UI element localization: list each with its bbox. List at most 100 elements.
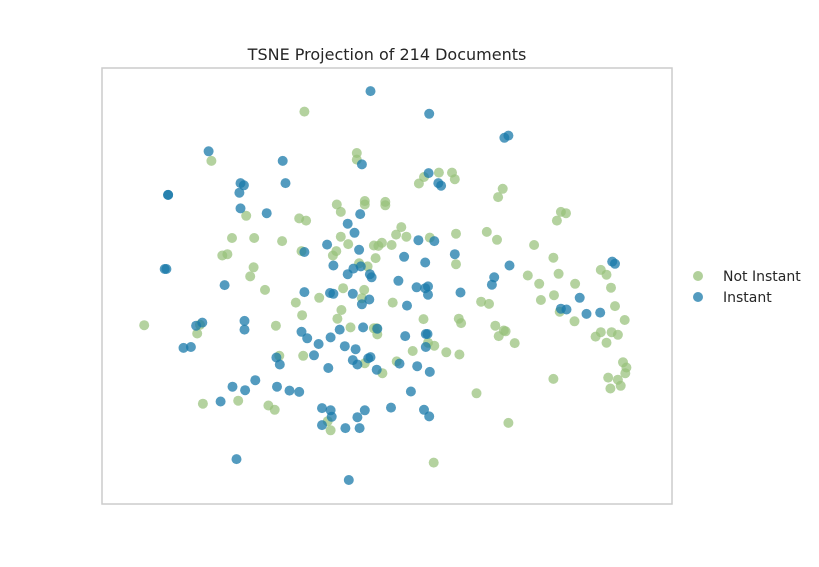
point-instant-89 [394, 358, 405, 369]
point-instant-14 [356, 159, 367, 170]
point-not-instant-100 [298, 350, 309, 361]
point-instant-88 [371, 364, 382, 375]
point-not-instant-37 [386, 240, 397, 250]
legend-marker-instant [693, 292, 703, 302]
point-not-instant-41 [481, 226, 492, 237]
point-instant-34 [342, 269, 353, 280]
point-not-instant-26 [277, 236, 288, 247]
point-instant-105 [354, 423, 365, 434]
plot-background [101, 67, 673, 505]
point-instant-83 [350, 344, 361, 355]
point-not-instant-25 [249, 233, 260, 243]
point-instant-35 [328, 260, 339, 271]
point-instant-44 [489, 272, 500, 283]
point-not-instant-42 [492, 234, 502, 245]
point-not-instant-74 [345, 322, 356, 333]
point-instant-80 [309, 350, 319, 361]
point-instant-82 [339, 341, 350, 352]
point-instant-5 [277, 155, 288, 166]
point-instant-47 [219, 280, 230, 291]
point-instant-79 [274, 359, 285, 370]
point-not-instant-65 [260, 284, 270, 295]
point-not-instant-5 [433, 167, 444, 178]
point-not-instant-73 [332, 313, 343, 324]
point-not-instant-64 [245, 271, 256, 282]
point-instant-3 [499, 132, 510, 143]
point-instant-95 [227, 381, 238, 392]
point-instant-64 [185, 342, 196, 352]
point-not-instant-110 [471, 388, 482, 399]
point-instant-54 [402, 300, 412, 311]
point-not-instant-78 [418, 314, 429, 325]
point-instant-74 [420, 342, 431, 352]
point-instant-103 [359, 405, 370, 416]
point-not-instant-61 [370, 253, 381, 264]
point-not-instant-119 [615, 380, 626, 391]
point-instant-6 [280, 178, 291, 189]
point-instant-106 [340, 423, 351, 434]
point-not-instant-30 [335, 231, 346, 242]
point-instant-99 [317, 403, 327, 414]
point-instant-28 [354, 244, 365, 255]
point-not-instant-48 [570, 278, 581, 289]
point-not-instant-34 [391, 229, 402, 240]
point-not-instant-44 [522, 270, 533, 281]
point-not-instant-68 [314, 292, 325, 303]
point-instant-4 [203, 146, 214, 157]
point-instant-57 [561, 304, 572, 315]
point-instant-108 [405, 386, 416, 397]
point-instant-55 [423, 281, 433, 292]
point-not-instant-66 [290, 297, 301, 308]
point-not-instant-10 [551, 215, 562, 226]
point-instant-50 [328, 288, 339, 299]
point-instant-91 [424, 366, 435, 377]
point-not-instant-51 [606, 282, 616, 293]
point-instant-10 [235, 203, 246, 214]
point-not-instant-62 [248, 262, 259, 273]
point-not-instant-120 [605, 383, 616, 394]
point-instant-51 [347, 288, 358, 299]
point-not-instant-31 [343, 239, 354, 250]
point-not-instant-16 [335, 206, 346, 217]
point-not-instant-113 [553, 268, 564, 279]
point-instant-48 [299, 287, 310, 298]
point-instant-70 [334, 324, 345, 335]
point-instant-8 [235, 178, 246, 189]
point-not-instant-71 [359, 284, 370, 295]
point-not-instant-29 [331, 246, 342, 257]
point-instant-26 [349, 227, 360, 238]
point-instant-76 [372, 323, 383, 334]
point-not-instant-108 [509, 338, 520, 349]
point-instant-101 [326, 411, 337, 422]
point-not-instant-109 [548, 373, 559, 384]
point-not-instant-50 [601, 269, 612, 280]
point-instant-90 [412, 361, 423, 372]
point-instant-112 [419, 404, 429, 415]
point-not-instant-102 [197, 398, 208, 409]
point-not-instant-52 [610, 301, 620, 312]
point-not-instant-122 [606, 327, 617, 338]
point-instant-15 [355, 209, 366, 220]
point-instant-40 [423, 289, 433, 300]
point-not-instant-121 [601, 337, 612, 348]
points-layer [139, 86, 632, 485]
point-not-instant-123 [590, 331, 601, 342]
point-not-instant-23 [227, 233, 237, 243]
point-not-instant-22 [206, 155, 217, 166]
point-instant-71 [358, 322, 369, 333]
point-instant-36 [399, 251, 410, 262]
point-instant-111 [343, 475, 354, 485]
point-not-instant-53 [619, 315, 630, 325]
point-instant-16 [423, 168, 434, 179]
point-not-instant-104 [269, 404, 280, 415]
point-not-instant-98 [270, 320, 281, 331]
point-instant-75 [400, 331, 411, 342]
point-instant-63 [239, 324, 250, 335]
point-not-instant-18 [380, 200, 391, 211]
point-instant-13 [163, 189, 174, 200]
point-instant-67 [296, 326, 307, 337]
point-not-instant-21 [241, 210, 252, 221]
point-not-instant-43 [529, 240, 540, 250]
point-instant-29 [299, 247, 310, 257]
legend-marker-not-instant [693, 271, 703, 281]
